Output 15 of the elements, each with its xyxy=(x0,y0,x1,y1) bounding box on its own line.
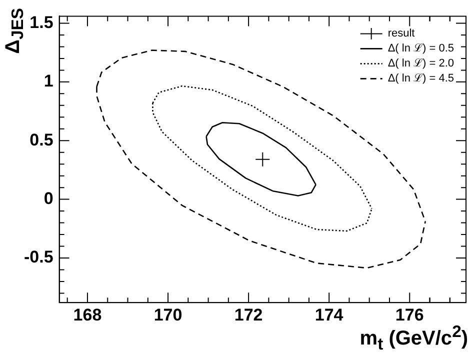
legend-label: Δ( ln ℒ) = 4.5 xyxy=(388,72,454,85)
x-tick-label: 168 xyxy=(73,305,102,324)
legend-label: Δ( ln ℒ) = 0.5 xyxy=(388,42,454,55)
legend-label: Δ( ln ℒ) = 2.0 xyxy=(388,58,454,70)
y-tick-label: 0 xyxy=(44,188,54,208)
x-tick-label: 174 xyxy=(314,305,344,324)
y-tick-label: 1.5 xyxy=(30,12,54,32)
x-tick-label: 170 xyxy=(154,305,182,324)
legend-label: result xyxy=(388,28,415,40)
x-tick-label: 172 xyxy=(234,305,263,324)
x-tick-label: 176 xyxy=(395,305,424,324)
y-tick-label: 1 xyxy=(44,72,54,91)
y-tick-label: 0.5 xyxy=(30,130,54,150)
y-tick-label: -0.5 xyxy=(24,248,54,267)
x-axis-title: m$_{t}$ (GeV/c$^{2}$) xyxy=(360,322,468,354)
